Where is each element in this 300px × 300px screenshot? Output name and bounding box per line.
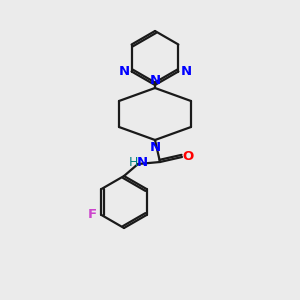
Text: N: N <box>137 155 148 169</box>
Text: N: N <box>118 65 130 78</box>
Text: N: N <box>149 74 161 87</box>
Text: H: H <box>128 155 138 169</box>
Text: F: F <box>87 208 97 221</box>
Text: N: N <box>180 65 191 78</box>
Text: N: N <box>149 141 161 154</box>
Text: O: O <box>182 151 194 164</box>
